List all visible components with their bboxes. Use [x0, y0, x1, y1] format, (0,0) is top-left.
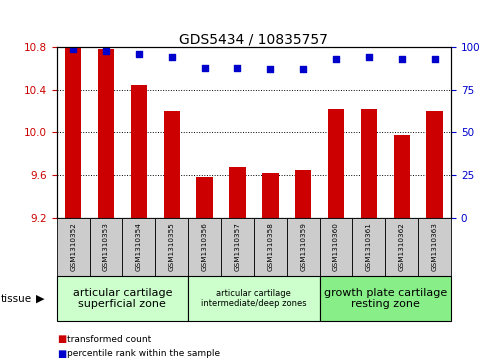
Text: GSM1310357: GSM1310357	[235, 223, 241, 271]
Text: GSM1310355: GSM1310355	[169, 223, 175, 271]
Bar	[90, 218, 122, 276]
Bar	[57, 218, 90, 276]
Text: GSM1310361: GSM1310361	[366, 223, 372, 271]
Point	[168, 54, 176, 60]
Point	[234, 65, 242, 70]
Text: ■: ■	[57, 334, 66, 344]
Point	[201, 65, 209, 70]
Bar	[65, 47, 81, 218]
Bar	[188, 276, 319, 321]
Text: GSM1310354: GSM1310354	[136, 223, 142, 271]
Text: transformed count: transformed count	[67, 335, 151, 344]
Bar	[188, 218, 221, 276]
Bar	[352, 218, 386, 276]
Text: ▶: ▶	[35, 294, 44, 303]
Bar	[131, 85, 147, 218]
Text: tissue: tissue	[0, 294, 32, 303]
Bar	[221, 218, 254, 276]
Bar	[319, 218, 352, 276]
Text: GSM1310362: GSM1310362	[399, 223, 405, 271]
Point	[135, 51, 143, 57]
Text: articular cartilage
superficial zone: articular cartilage superficial zone	[72, 288, 172, 309]
Bar	[164, 111, 180, 218]
Point	[431, 56, 439, 62]
Bar	[196, 177, 213, 218]
Text: GSM1310360: GSM1310360	[333, 223, 339, 271]
Text: GSM1310352: GSM1310352	[70, 223, 76, 271]
Text: percentile rank within the sample: percentile rank within the sample	[67, 350, 220, 358]
Text: GSM1310353: GSM1310353	[103, 223, 109, 271]
Bar	[295, 170, 312, 218]
Text: ■: ■	[57, 349, 66, 359]
Bar	[393, 135, 410, 218]
Text: articular cartilage
intermediate/deep zones: articular cartilage intermediate/deep zo…	[201, 289, 307, 308]
Bar	[254, 218, 287, 276]
Bar	[98, 49, 114, 218]
Point	[365, 54, 373, 60]
Text: GSM1310359: GSM1310359	[300, 223, 306, 271]
Text: growth plate cartilage
resting zone: growth plate cartilage resting zone	[324, 288, 447, 309]
Text: GSM1310356: GSM1310356	[202, 223, 208, 271]
Point	[69, 46, 77, 52]
Bar	[229, 167, 246, 218]
Bar	[262, 173, 279, 218]
Point	[102, 48, 110, 53]
Title: GDS5434 / 10835757: GDS5434 / 10835757	[179, 32, 328, 46]
Bar	[328, 109, 344, 218]
Point	[299, 66, 307, 72]
Point	[332, 56, 340, 62]
Point	[266, 66, 274, 72]
Text: GSM1310363: GSM1310363	[432, 223, 438, 271]
Bar	[418, 218, 451, 276]
Bar	[386, 218, 418, 276]
Bar	[361, 109, 377, 218]
Bar	[57, 276, 188, 321]
Bar	[426, 111, 443, 218]
Bar	[155, 218, 188, 276]
Bar	[287, 218, 319, 276]
Text: GSM1310358: GSM1310358	[267, 223, 273, 271]
Point	[398, 56, 406, 62]
Bar	[122, 218, 155, 276]
Bar	[319, 276, 451, 321]
